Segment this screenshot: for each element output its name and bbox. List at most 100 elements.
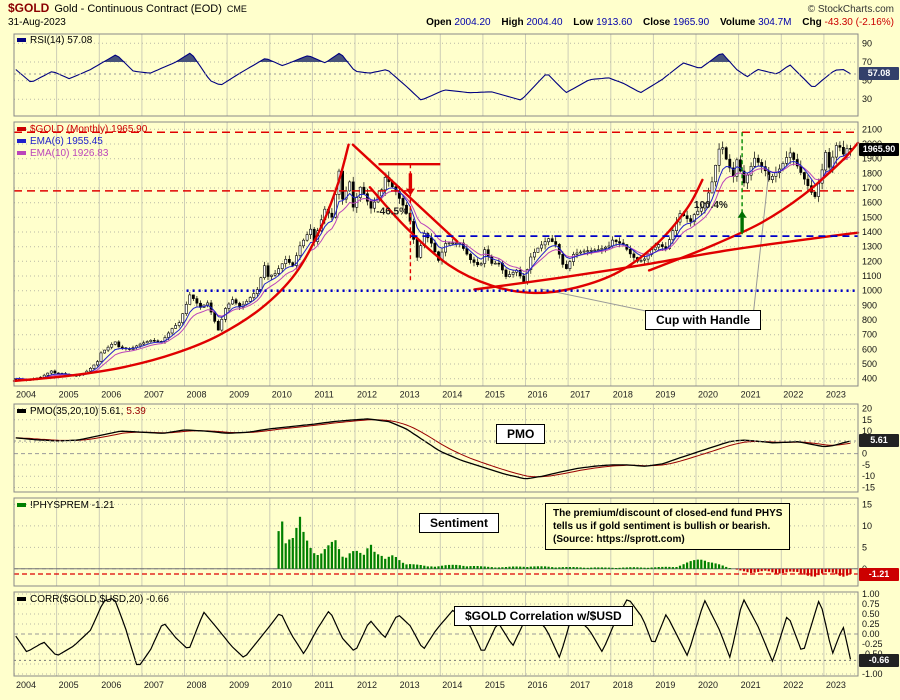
- corr-swatch-icon: [17, 597, 26, 602]
- svg-text:0.50: 0.50: [862, 609, 880, 619]
- rsi-axis-labels: 30 50 70 90: [862, 38, 872, 104]
- svg-text:2013: 2013: [400, 680, 420, 690]
- price-legend-label: $GOLD (Monthly) 1965.90: [30, 124, 148, 135]
- svg-text:2014: 2014: [442, 390, 462, 400]
- svg-text:2021: 2021: [741, 680, 761, 690]
- svg-text:600: 600: [862, 344, 877, 354]
- svg-text:2023: 2023: [826, 390, 846, 400]
- pmo-signal-line: [15, 419, 851, 478]
- ema10-line: [15, 156, 851, 380]
- instrument-title: Gold - Continuous Contract (EOD): [54, 3, 222, 15]
- copyright: © StockCharts.com: [807, 4, 894, 15]
- price-grid: [13, 122, 858, 386]
- svg-text:2015: 2015: [485, 390, 505, 400]
- svg-text:2007: 2007: [144, 390, 164, 400]
- svg-text:0: 0: [862, 449, 867, 459]
- svg-text:2016: 2016: [528, 680, 548, 690]
- ema6-legend: EMA(6) 1955.45: [17, 136, 103, 147]
- svg-text:800: 800: [862, 315, 877, 325]
- phys-info-line-2: tells us if gold sentiment is bullish or…: [553, 521, 771, 532]
- svg-text:2023: 2023: [826, 680, 846, 690]
- svg-text:70: 70: [862, 57, 872, 67]
- svg-text:2013: 2013: [400, 390, 420, 400]
- high-label: High: [501, 17, 524, 28]
- svg-text:-5: -5: [862, 460, 870, 470]
- pmo-signal-value: 5.39: [126, 406, 146, 417]
- svg-text:-10: -10: [862, 471, 875, 481]
- open-value: 2004.20: [454, 17, 491, 28]
- svg-text:5: 5: [862, 542, 867, 552]
- svg-text:2017: 2017: [570, 680, 590, 690]
- svg-text:0.25: 0.25: [862, 619, 880, 629]
- svg-text:2017: 2017: [570, 390, 590, 400]
- price-legend: $GOLD (Monthly) 1965.90: [17, 124, 147, 135]
- svg-text:90: 90: [862, 38, 872, 48]
- svg-text:-15: -15: [862, 483, 875, 493]
- pmo-axis-labels: -15-10-505101520: [862, 404, 875, 493]
- symbol: $GOLD: [8, 1, 50, 15]
- phys-last-value-box: -1.21: [859, 568, 899, 581]
- svg-text:400: 400: [862, 374, 877, 384]
- chg-label: Chg: [802, 17, 822, 28]
- phys-legend: !PHYSPREM -1.21: [17, 500, 114, 511]
- svg-text:2010: 2010: [272, 390, 292, 400]
- svg-text:1500: 1500: [862, 212, 882, 222]
- exchange: CME: [226, 4, 247, 14]
- svg-text:2004: 2004: [16, 680, 36, 690]
- pmo-legend-label: PMO(35,20,10) 5.61,: [30, 406, 124, 417]
- svg-text:2008: 2008: [187, 390, 207, 400]
- svg-text:1900: 1900: [862, 154, 882, 164]
- svg-text:2022: 2022: [783, 680, 803, 690]
- price-axis-labels: 400 500 600 700 800 900 1000 1100 1200 1300 1400 15…: [862, 124, 882, 383]
- svg-text:2100: 2100: [862, 124, 882, 134]
- chart-header: $GOLD Gold - Continuous Contract (EOD) CME…: [8, 2, 894, 29]
- svg-text:2022: 2022: [783, 390, 803, 400]
- svg-text:700: 700: [862, 330, 877, 340]
- svg-text:10: 10: [862, 521, 872, 531]
- svg-text:2012: 2012: [357, 390, 377, 400]
- low-label: Low: [573, 17, 594, 28]
- corr-line: [15, 598, 852, 666]
- svg-text:2010: 2010: [272, 680, 292, 690]
- svg-text:2019: 2019: [655, 390, 675, 400]
- price-swatch-icon: [17, 127, 26, 132]
- svg-text:-1.00: -1.00: [862, 669, 883, 679]
- svg-text:900: 900: [862, 300, 877, 310]
- sentiment-label-box: Sentiment: [419, 513, 500, 533]
- rsi-last-value-box: 57.08: [859, 67, 899, 80]
- svg-text:20: 20: [862, 404, 872, 414]
- chart-date: 31-Aug-2023: [8, 17, 66, 28]
- svg-text:50: 50: [862, 76, 872, 86]
- svg-text:-46.5%: -46.5%: [376, 206, 408, 217]
- svg-text:1800: 1800: [862, 168, 882, 178]
- svg-text:2019: 2019: [655, 680, 675, 690]
- corr-last-value-box: -0.66: [859, 654, 899, 667]
- close-value: 1965.90: [673, 17, 710, 28]
- svg-text:15: 15: [862, 499, 872, 509]
- svg-text:2005: 2005: [59, 680, 79, 690]
- chg-value: -43.30 (-2.16%): [824, 17, 894, 28]
- pmo-label-box: PMO: [496, 424, 546, 444]
- svg-text:2020: 2020: [698, 680, 718, 690]
- ema10-legend: EMA(10) 1926.83: [17, 148, 108, 159]
- price-last-value-box: 1965.90: [859, 143, 899, 156]
- svg-text:100.4%: 100.4%: [694, 200, 728, 211]
- phys-legend-label: !PHYSPREM -1.21: [30, 500, 115, 511]
- pmo-line: [15, 418, 851, 480]
- x-axis-years-row-2: 2004 2005 2006 2007 2008 2009 2010 2011 2012 2013…: [16, 680, 846, 690]
- rsi-line: [15, 52, 851, 101]
- pmo-swatch-icon: [17, 409, 26, 414]
- svg-text:1700: 1700: [862, 183, 882, 193]
- svg-text:30: 30: [862, 94, 872, 104]
- corr-label-box: $GOLD Correlation w/$USD: [454, 606, 633, 626]
- ema10-legend-label: EMA(10) 1926.83: [30, 148, 109, 159]
- x-axis-years-row-1: 2004 2005 2006 2007 2008 2009 2010 2011 2012 2013…: [16, 390, 846, 400]
- svg-text:2008: 2008: [187, 680, 207, 690]
- svg-text:2016: 2016: [528, 390, 548, 400]
- high-value: 2004.40: [526, 17, 563, 28]
- rsi-overbought-fill: [14, 53, 858, 62]
- svg-text:0.75: 0.75: [862, 599, 880, 609]
- svg-text:0.00: 0.00: [862, 629, 880, 639]
